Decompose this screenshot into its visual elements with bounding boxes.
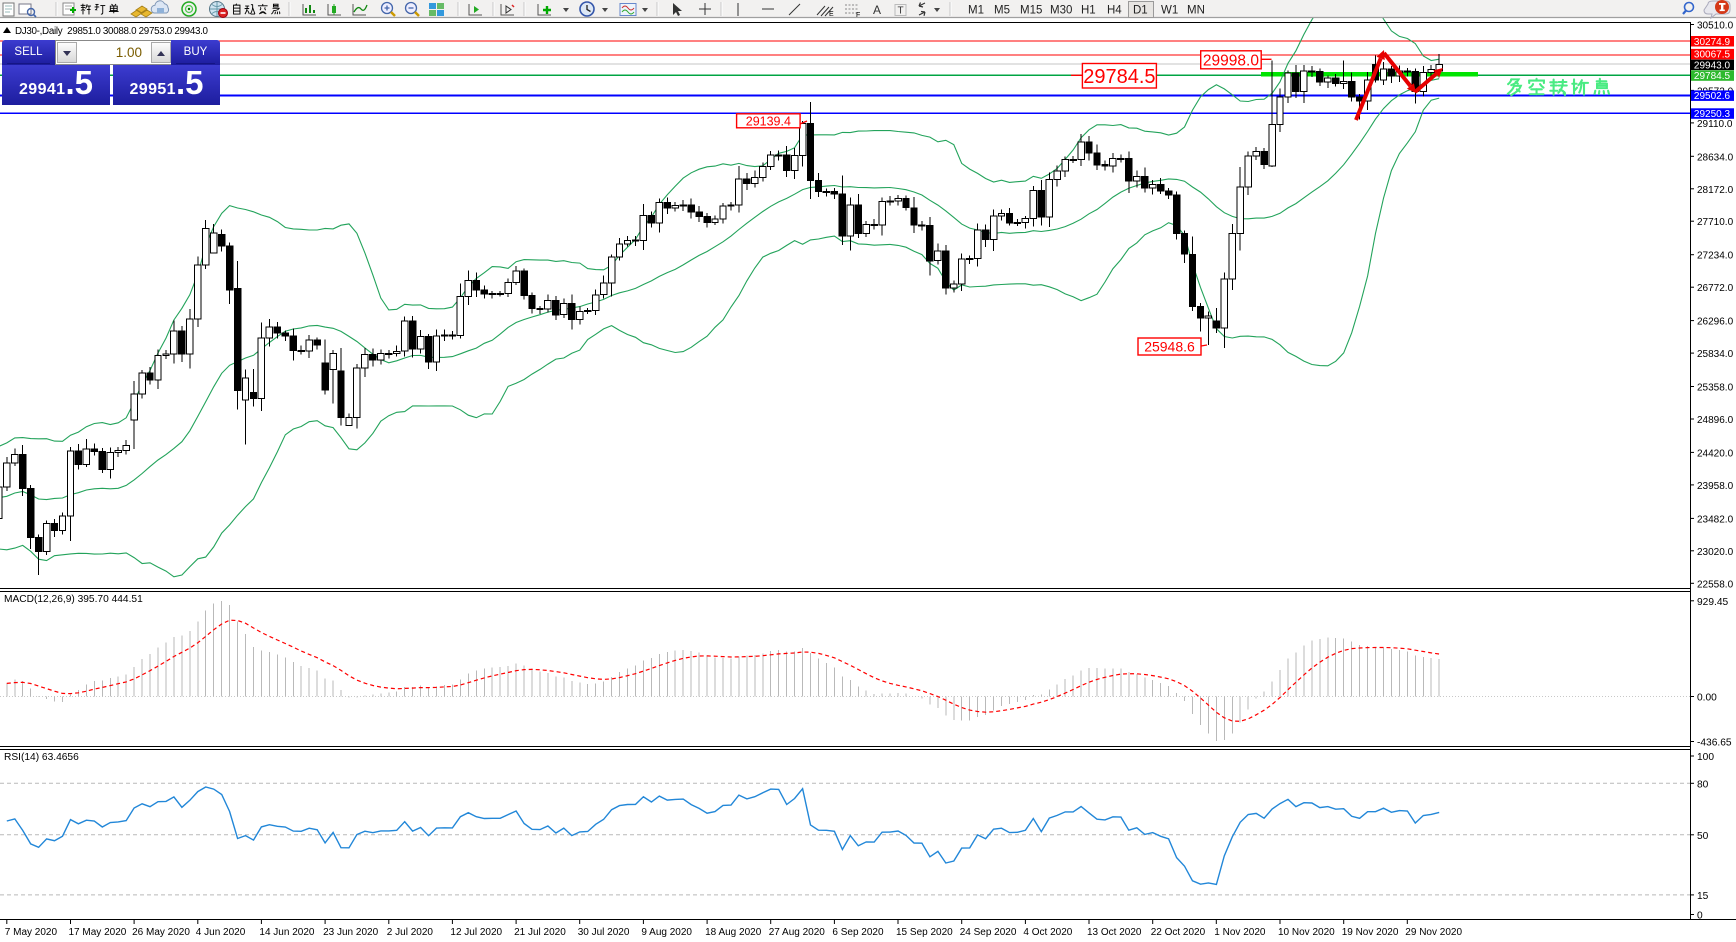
svg-text:E: E xyxy=(829,11,834,18)
svg-text:27710.0: 27710.0 xyxy=(1697,217,1734,228)
svg-text:24 Sep 2020: 24 Sep 2020 xyxy=(960,927,1017,938)
svg-text:30274.9: 30274.9 xyxy=(1694,37,1731,48)
svg-text:29502.6: 29502.6 xyxy=(1694,91,1731,102)
svg-text:4 Jun 2020: 4 Jun 2020 xyxy=(196,927,246,938)
svg-text:50: 50 xyxy=(1697,831,1709,842)
svg-text:M5: M5 xyxy=(994,5,1010,17)
svg-text:D1: D1 xyxy=(1133,5,1148,17)
svg-text:MN: MN xyxy=(1187,5,1205,17)
svg-text:14 Jun 2020: 14 Jun 2020 xyxy=(259,927,314,938)
svg-text:28172.0: 28172.0 xyxy=(1697,185,1734,196)
svg-text:21 Jul 2020: 21 Jul 2020 xyxy=(514,927,566,938)
svg-text:9 Aug 2020: 9 Aug 2020 xyxy=(641,927,692,938)
svg-text:23482.0: 23482.0 xyxy=(1697,514,1734,525)
svg-text:T: T xyxy=(898,6,904,17)
svg-text:2 Jul 2020: 2 Jul 2020 xyxy=(387,927,434,938)
svg-text:25834.0: 25834.0 xyxy=(1697,349,1734,360)
svg-text:F: F xyxy=(856,12,860,19)
svg-text:W1: W1 xyxy=(1161,5,1178,17)
svg-text:7 May 2020: 7 May 2020 xyxy=(5,927,58,938)
svg-text:24420.0: 24420.0 xyxy=(1697,448,1734,459)
svg-text:29998.0: 29998.0 xyxy=(1203,52,1259,69)
svg-text:28634.0: 28634.0 xyxy=(1697,152,1734,163)
svg-text:29784.5: 29784.5 xyxy=(1083,66,1155,88)
svg-text:23 Jun 2020: 23 Jun 2020 xyxy=(323,927,378,938)
svg-text:17 May 2020: 17 May 2020 xyxy=(69,927,127,938)
svg-text:29250.3: 29250.3 xyxy=(1694,109,1731,120)
svg-text:29 Nov 2020: 29 Nov 2020 xyxy=(1405,927,1462,938)
svg-text:RSI(14) 63.4656: RSI(14) 63.4656 xyxy=(4,752,79,763)
svg-text:100: 100 xyxy=(1697,752,1714,763)
svg-text:H4: H4 xyxy=(1107,5,1122,17)
svg-text:26296.0: 26296.0 xyxy=(1697,317,1734,328)
svg-text:25358.0: 25358.0 xyxy=(1697,383,1734,394)
svg-text:MACD(12,26,9) 395.70 444.51: MACD(12,26,9) 395.70 444.51 xyxy=(4,594,143,605)
svg-text:24896.0: 24896.0 xyxy=(1697,415,1734,426)
svg-text:-436.65: -436.65 xyxy=(1697,738,1732,749)
svg-text:30510.0: 30510.0 xyxy=(1697,21,1734,32)
svg-text:26772.0: 26772.0 xyxy=(1697,283,1734,294)
svg-text:29943.0: 29943.0 xyxy=(1694,60,1731,71)
svg-text:80: 80 xyxy=(1697,779,1709,790)
svg-text:25948.6: 25948.6 xyxy=(1144,339,1195,355)
svg-text:1 Nov 2020: 1 Nov 2020 xyxy=(1214,927,1266,938)
svg-text:15 Sep 2020: 15 Sep 2020 xyxy=(896,927,953,938)
svg-text:10 Nov 2020: 10 Nov 2020 xyxy=(1278,927,1335,938)
svg-text:15: 15 xyxy=(1697,891,1709,902)
svg-text:12 Jul 2020: 12 Jul 2020 xyxy=(450,927,502,938)
svg-text:23020.0: 23020.0 xyxy=(1697,547,1734,558)
svg-text:29110.0: 29110.0 xyxy=(1697,119,1733,130)
svg-text:6 Sep 2020: 6 Sep 2020 xyxy=(832,927,884,938)
svg-text:30 Jul 2020: 30 Jul 2020 xyxy=(578,927,630,938)
svg-text:M15: M15 xyxy=(1020,5,1042,17)
svg-text:A: A xyxy=(873,3,881,17)
svg-text:30067.5: 30067.5 xyxy=(1694,50,1731,61)
svg-text:22 Oct 2020: 22 Oct 2020 xyxy=(1151,927,1206,938)
svg-text:0: 0 xyxy=(1697,911,1703,922)
svg-text:H1: H1 xyxy=(1081,5,1096,17)
svg-text:M30: M30 xyxy=(1050,5,1072,17)
svg-text:27234.0: 27234.0 xyxy=(1697,251,1734,262)
svg-text:29784.5: 29784.5 xyxy=(1694,71,1731,82)
svg-text:19 Nov 2020: 19 Nov 2020 xyxy=(1342,927,1399,938)
svg-text:26 May 2020: 26 May 2020 xyxy=(132,927,190,938)
svg-text:18 Aug 2020: 18 Aug 2020 xyxy=(705,927,762,938)
svg-text:DJ30-,Daily 29851.0 30088.0 2: DJ30-,Daily 29851.0 30088.0 29753.0 2994… xyxy=(15,26,209,37)
svg-text:4 Oct 2020: 4 Oct 2020 xyxy=(1023,927,1072,938)
svg-text:929.45: 929.45 xyxy=(1697,597,1728,608)
svg-text:13 Oct 2020: 13 Oct 2020 xyxy=(1087,927,1142,938)
svg-text:0.00: 0.00 xyxy=(1697,693,1717,704)
svg-text:29139.4: 29139.4 xyxy=(746,114,791,128)
svg-text:M1: M1 xyxy=(968,5,984,17)
svg-text:23958.0: 23958.0 xyxy=(1697,481,1734,492)
svg-text:22558.0: 22558.0 xyxy=(1697,579,1734,590)
svg-text:27 Aug 2020: 27 Aug 2020 xyxy=(769,927,826,938)
